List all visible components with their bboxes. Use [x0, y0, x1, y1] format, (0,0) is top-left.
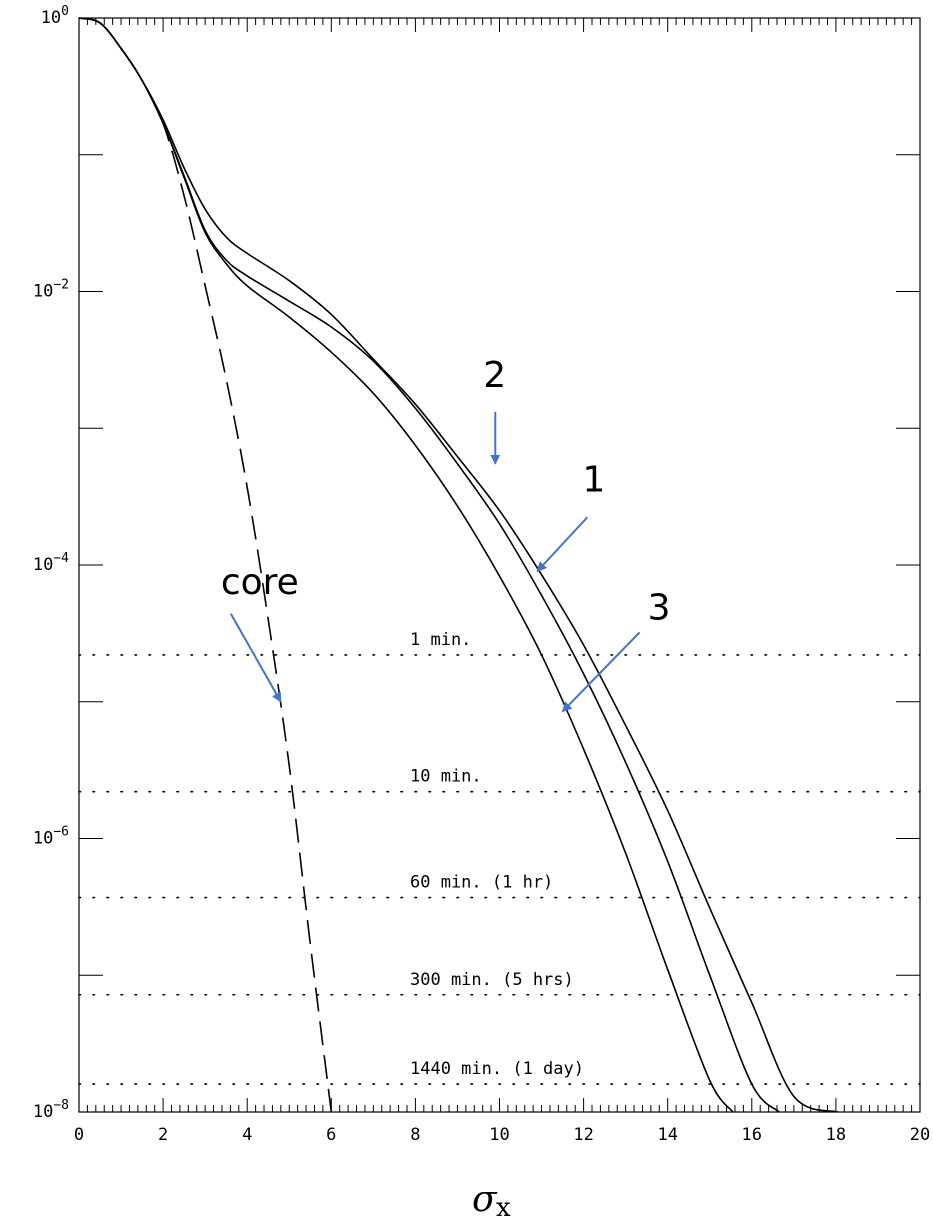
annotations: core 2 1 3: [221, 355, 671, 713]
annotation-label-core: core: [221, 562, 299, 603]
annotation-label-3: 3: [648, 587, 671, 628]
x-tick-label: 12: [573, 1125, 593, 1145]
series-layer: [78, 17, 839, 1113]
reference-line-label: 1 min.: [410, 630, 471, 650]
reference-line-label: 1440 min. (1 day): [410, 1059, 584, 1079]
reference-lines: 1 min. 10 min. 60 min. (1 hr) 300 min. (5 h…: [78, 630, 921, 1085]
reference-line-label: 60 min. (1 hr): [410, 873, 553, 893]
x-tick-label: 0: [74, 1125, 84, 1145]
annotation-label-2: 2: [483, 355, 506, 396]
reference-line-label: 300 min. (5 hrs): [410, 970, 574, 990]
x-tick-label: 6: [326, 1125, 336, 1145]
y-tick-label: 10−8: [33, 1098, 69, 1122]
y-tick-label: 100: [41, 4, 69, 28]
series-line-3: [78, 17, 734, 1113]
x-tick-label: 8: [410, 1125, 420, 1145]
x-tick-label: 4: [242, 1125, 252, 1145]
annotation-arrow-core: [229, 613, 282, 703]
series-line-2: [78, 17, 839, 1113]
y-tick-label: 10−2: [33, 278, 69, 302]
x-axis-label-subscript: x: [496, 1193, 511, 1223]
x-tick-label: 2: [158, 1125, 168, 1145]
x-tick-label: 18: [826, 1125, 846, 1145]
series-line-1: [78, 17, 780, 1113]
x-axis-label: σ: [472, 1179, 498, 1220]
annotation-arrow-1: [536, 516, 589, 572]
y-tick-label: 10−6: [33, 825, 69, 849]
reference-line-label: 10 min.: [410, 767, 482, 787]
annotation-arrow-3: [561, 631, 641, 713]
x-tick-label: 16: [742, 1125, 762, 1145]
y-tick-label: 10−4: [33, 551, 69, 575]
axes: [78, 17, 921, 1113]
x-tick-label: 20: [910, 1125, 930, 1145]
x-tick-label: 14: [657, 1125, 677, 1145]
x-tick-label: 10: [489, 1125, 509, 1145]
plot-frame: [78, 17, 921, 1113]
annotation-label-1: 1: [582, 459, 605, 500]
